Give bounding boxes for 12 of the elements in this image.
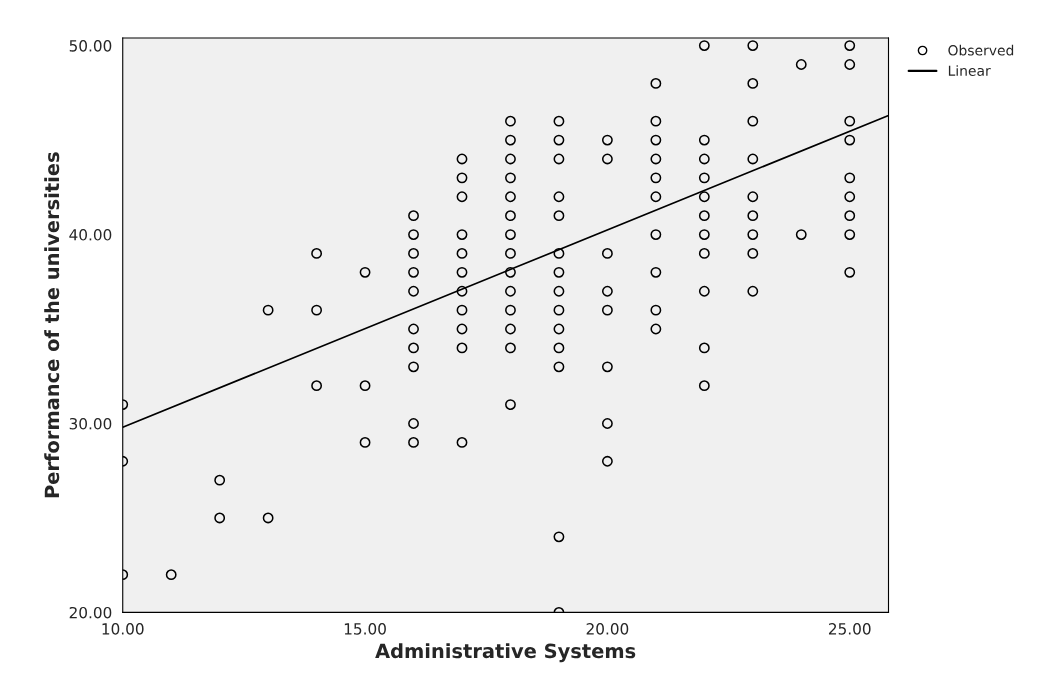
x-axis-title: Administrative Systems: [375, 643, 636, 663]
y-tick-label: 30.00: [69, 417, 112, 430]
y-axis-title: Performance of the universities: [44, 152, 60, 498]
y-tick-label: 20.00: [69, 606, 112, 619]
x-tick-label: 10.00: [102, 623, 144, 635]
x-tick-label: 25.00: [828, 623, 871, 635]
legend-label: Linear: [948, 65, 991, 76]
x-tick-label: 15.00: [344, 623, 386, 635]
y-tick-label: 50.00: [69, 40, 112, 52]
legend-label: Observed: [948, 44, 1014, 56]
x-tick-label: 20.00: [586, 623, 629, 635]
y-tick-label: 40.00: [69, 229, 112, 241]
